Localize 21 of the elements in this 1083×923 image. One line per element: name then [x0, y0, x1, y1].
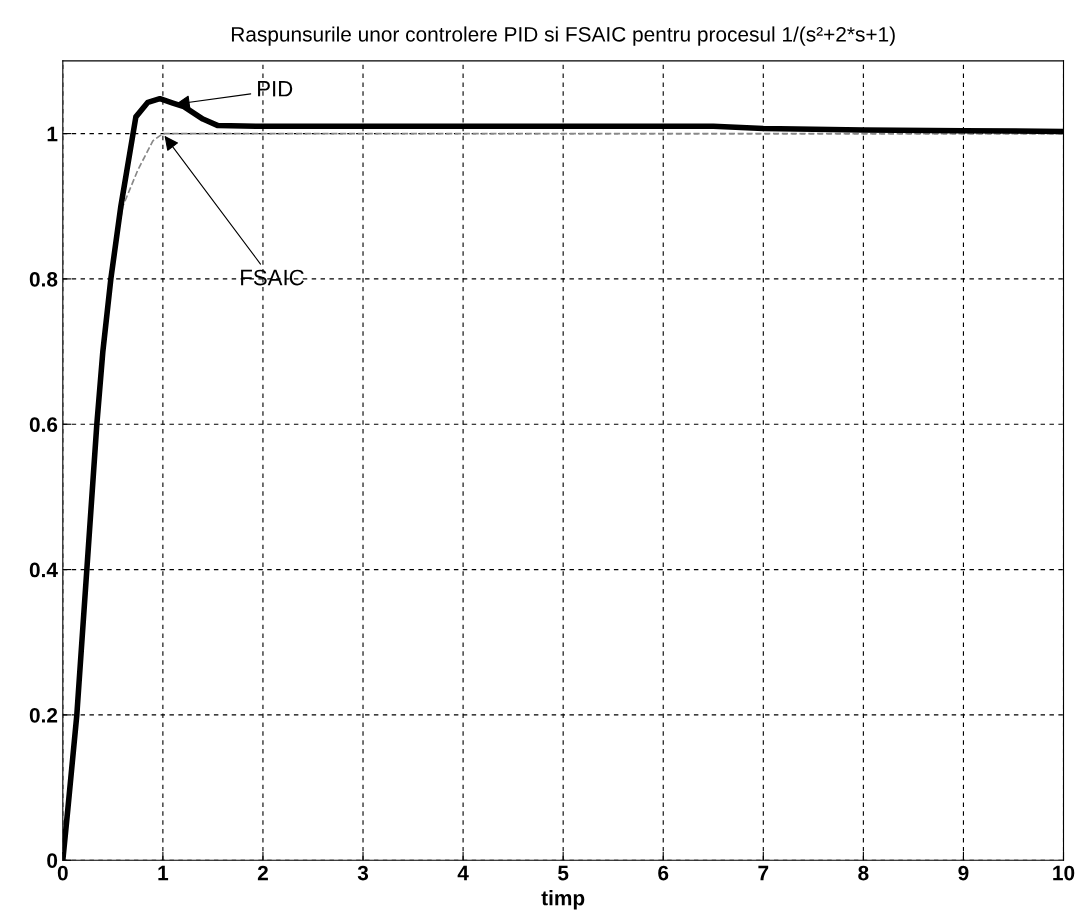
x-tick-label: 10: [1053, 865, 1075, 881]
y-tick-label: 0: [47, 853, 58, 868]
x-tick-label: 9: [958, 865, 969, 881]
y-tick-label: 0.6: [29, 417, 58, 432]
x-tick-label: 1: [158, 865, 169, 881]
y-tick-label: 0.4: [29, 562, 58, 578]
y-tick-label: 0.2: [29, 707, 58, 723]
chart-title: Raspunsurile unor controlere PID si FSAIC pentru procesul 1/(s²+2*s+1): [231, 26, 895, 46]
y-tick-label: 0.8: [29, 271, 58, 287]
x-tick-label: 2: [257, 865, 268, 881]
x-tick-label: 5: [558, 865, 569, 881]
y-tick-label: 1: [47, 126, 58, 142]
x-tick-label: 6: [658, 865, 669, 881]
x-axis-title: timp: [541, 890, 585, 910]
annotation: FSAIC: [241, 269, 304, 286]
x-tick-label: 4: [457, 865, 469, 881]
x-tick-label: 8: [858, 865, 869, 881]
x-tick-label: 0: [57, 865, 68, 881]
x-tick-label: 3: [357, 865, 369, 881]
annotation: PID: [258, 81, 293, 97]
x-tick-label: 7: [758, 865, 769, 881]
